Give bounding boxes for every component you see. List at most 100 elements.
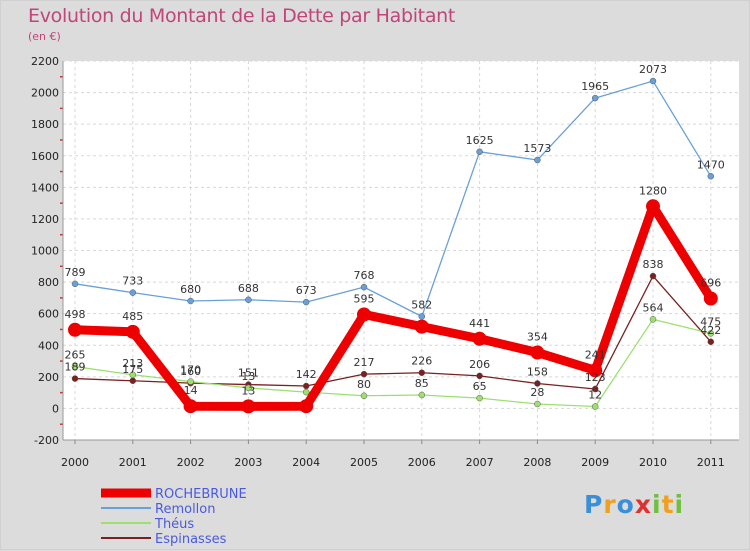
y-tick-label: 2200 bbox=[31, 55, 59, 68]
data-point bbox=[534, 156, 541, 164]
data-point bbox=[588, 363, 603, 378]
data-label: 206 bbox=[469, 358, 490, 371]
x-tick-label: 2003 bbox=[234, 456, 262, 469]
y-tick-label: 600 bbox=[38, 308, 59, 321]
data-point bbox=[418, 391, 426, 399]
data-label: 241 bbox=[585, 348, 606, 361]
y-tick-label: 1000 bbox=[31, 245, 59, 258]
data-point bbox=[649, 316, 657, 323]
data-label: 265 bbox=[65, 349, 86, 362]
data-point bbox=[241, 399, 256, 414]
data-point bbox=[530, 345, 545, 360]
data-point bbox=[649, 77, 657, 85]
data-label: 1573 bbox=[523, 142, 551, 155]
x-tick-label: 2005 bbox=[350, 456, 378, 469]
legend-item: Théus bbox=[101, 517, 194, 532]
chart-subtitle: (en €) bbox=[28, 30, 61, 43]
data-label: 595 bbox=[354, 292, 375, 305]
data-label: 475 bbox=[700, 315, 721, 328]
data-point bbox=[418, 313, 426, 320]
y-tick-label: 0 bbox=[52, 402, 59, 415]
data-label: 1470 bbox=[697, 158, 725, 171]
data-label: 213 bbox=[122, 357, 143, 370]
y-tick-label: 1400 bbox=[31, 181, 59, 194]
series-line bbox=[74, 80, 712, 318]
legend-label: Espinasses bbox=[155, 532, 227, 547]
y-tick-label: 2000 bbox=[31, 87, 59, 100]
x-tick-label: 2008 bbox=[523, 456, 551, 469]
y-tick-label: 1600 bbox=[31, 150, 59, 163]
logo-letter: i bbox=[674, 490, 685, 519]
x-tick-label: 2009 bbox=[581, 456, 609, 469]
x-tick-label: 2004 bbox=[292, 456, 320, 469]
legend-label: Remollon bbox=[155, 502, 215, 517]
data-point bbox=[534, 400, 541, 408]
data-label: 151 bbox=[238, 367, 259, 380]
data-label: 680 bbox=[180, 283, 201, 296]
data-label: 123 bbox=[585, 371, 606, 384]
data-point bbox=[703, 291, 718, 306]
grid bbox=[63, 60, 739, 441]
data-label: 226 bbox=[411, 355, 432, 368]
legend-label: Théus bbox=[154, 517, 194, 532]
series-th-us bbox=[71, 316, 715, 410]
data-point bbox=[245, 384, 252, 392]
data-label: 768 bbox=[354, 269, 375, 282]
data-label: 170 bbox=[180, 364, 201, 377]
data-point bbox=[187, 297, 194, 305]
data-point bbox=[414, 319, 429, 334]
data-label: 1625 bbox=[466, 134, 494, 147]
logo-letter: x bbox=[634, 490, 652, 519]
y-tick-label: 1800 bbox=[31, 118, 59, 131]
series-remollon bbox=[71, 77, 715, 320]
data-point bbox=[534, 380, 541, 387]
data-label: 564 bbox=[643, 301, 664, 314]
data-point bbox=[418, 369, 426, 376]
series-line bbox=[74, 201, 715, 411]
data-point bbox=[707, 330, 715, 337]
data-point bbox=[357, 307, 371, 322]
y-tick-label: 1200 bbox=[31, 213, 59, 226]
y-tick-label: 200 bbox=[38, 371, 59, 384]
series-line bbox=[74, 275, 712, 390]
data-point bbox=[71, 280, 79, 288]
data-labels: 189 175 160 151 142 217 226 206 158 123 838 422 265 2… bbox=[65, 63, 725, 401]
data-label: 160 bbox=[180, 365, 201, 378]
data-point bbox=[707, 173, 715, 180]
data-point bbox=[707, 338, 715, 346]
data-point bbox=[360, 370, 368, 378]
data-point bbox=[125, 324, 140, 339]
data-label: 485 bbox=[122, 310, 143, 323]
data-point bbox=[360, 283, 368, 291]
logo-letter: o bbox=[616, 490, 635, 519]
data-point bbox=[591, 403, 599, 410]
data-point bbox=[68, 322, 82, 337]
proxiti-logo: Proxiti bbox=[584, 490, 684, 519]
logo-letter: P bbox=[584, 490, 604, 519]
data-point bbox=[302, 388, 310, 396]
data-label: 189 bbox=[65, 361, 86, 374]
data-point bbox=[649, 272, 657, 280]
data-label: 354 bbox=[527, 331, 548, 344]
data-point bbox=[187, 378, 194, 385]
data-label: 13 bbox=[241, 384, 255, 397]
data-point bbox=[129, 377, 137, 385]
data-point bbox=[71, 363, 79, 370]
data-label: 2073 bbox=[639, 63, 667, 76]
data-point bbox=[299, 399, 314, 414]
legend-item: Remollon bbox=[101, 502, 215, 517]
data-label: 498 bbox=[65, 308, 86, 321]
data-point bbox=[129, 371, 137, 379]
data-label: 582 bbox=[411, 299, 432, 312]
data-point bbox=[302, 382, 310, 390]
data-label: 142 bbox=[296, 368, 317, 381]
data-point bbox=[591, 94, 599, 102]
logo-letter: i bbox=[652, 490, 662, 519]
data-label: 838 bbox=[643, 258, 664, 271]
data-label: 441 bbox=[469, 317, 490, 330]
data-label: 158 bbox=[527, 365, 548, 378]
x-tick-label: 2001 bbox=[119, 456, 147, 469]
data-point bbox=[472, 331, 487, 346]
